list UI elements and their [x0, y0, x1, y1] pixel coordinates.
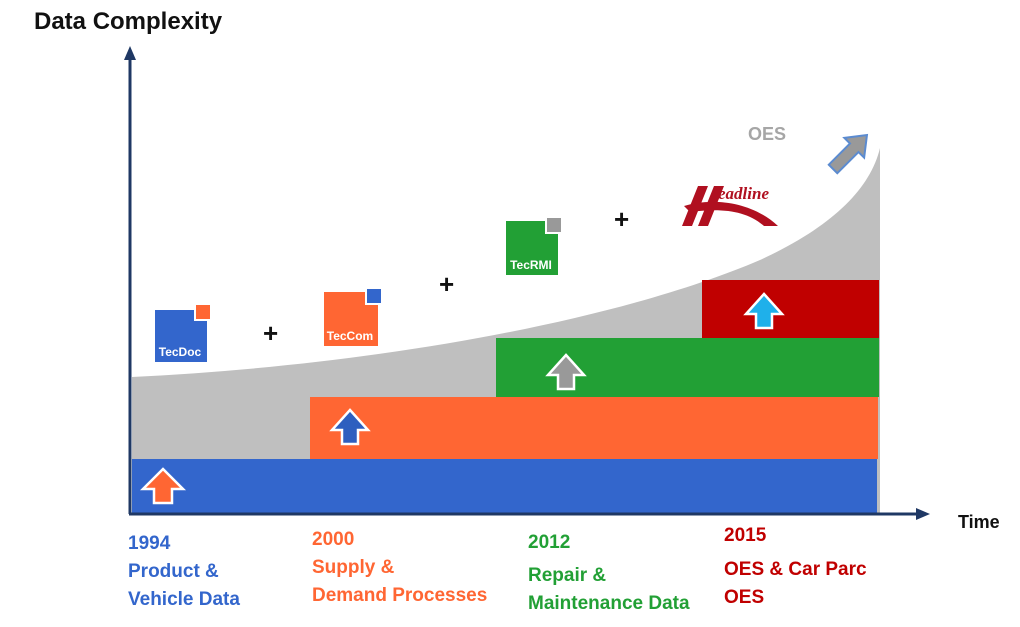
milestone-line2: OES — [724, 587, 765, 608]
milestone-2015: 2015 OES & Car Parc OES — [724, 522, 867, 612]
teccom-logo-text: TecCom — [326, 329, 374, 343]
plus-separator: + — [263, 318, 279, 348]
milestone-year: 1994 — [128, 533, 171, 554]
arrow-up-icon — [329, 408, 371, 446]
arrow-up-icon — [139, 467, 187, 505]
milestone-line1: OES & Car Parc — [724, 559, 867, 580]
tecrmi-logo: TecRMI — [505, 216, 563, 276]
x-axis-arrowhead-icon — [916, 508, 930, 520]
plus-separator: + — [614, 204, 630, 234]
tecdoc-logo-text: TecDoc — [158, 345, 202, 359]
plus-separator: + — [439, 269, 455, 299]
oes-label: OES — [748, 124, 787, 144]
headline-logo-text: eadline — [718, 184, 769, 203]
milestone-line2: Maintenance Data — [528, 593, 690, 614]
milestone-2012: 2012 Repair & Maintenance Data — [528, 529, 690, 618]
milestone-2000: 2000 Supply & Demand Processes — [312, 526, 487, 610]
teccom-logo: TecCom — [323, 287, 383, 347]
y-axis-arrowhead-icon — [124, 46, 136, 60]
band-product-vehicle — [132, 459, 877, 513]
headline-logo: eadline — [680, 180, 790, 230]
milestone-year: 2015 — [724, 525, 767, 546]
oes-growth-arrow-icon — [827, 133, 869, 175]
x-axis-title: Time — [958, 512, 1000, 532]
headline-mark-icon — [682, 186, 778, 226]
milestone-line2: Demand Processes — [312, 585, 488, 606]
band-supply-demand — [310, 397, 878, 459]
milestone-line1: Supply & — [312, 557, 395, 578]
milestone-year: 2012 — [528, 532, 571, 553]
arrow-up-icon — [545, 353, 587, 391]
y-axis-title: Data Complexity — [34, 8, 223, 35]
milestone-line1: Product & — [128, 561, 219, 582]
band-oes-car-parc — [702, 280, 879, 338]
arrow-up-icon — [743, 292, 785, 330]
tecdoc-logo: TecDoc — [154, 303, 212, 363]
tecrmi-logo-text: TecRMI — [510, 258, 552, 272]
milestone-year: 2000 — [312, 529, 355, 550]
milestone-1994: 1994 Product & Vehicle Data — [128, 530, 240, 614]
milestone-line1: Repair & — [528, 565, 607, 586]
milestone-line2: Vehicle Data — [128, 589, 240, 610]
